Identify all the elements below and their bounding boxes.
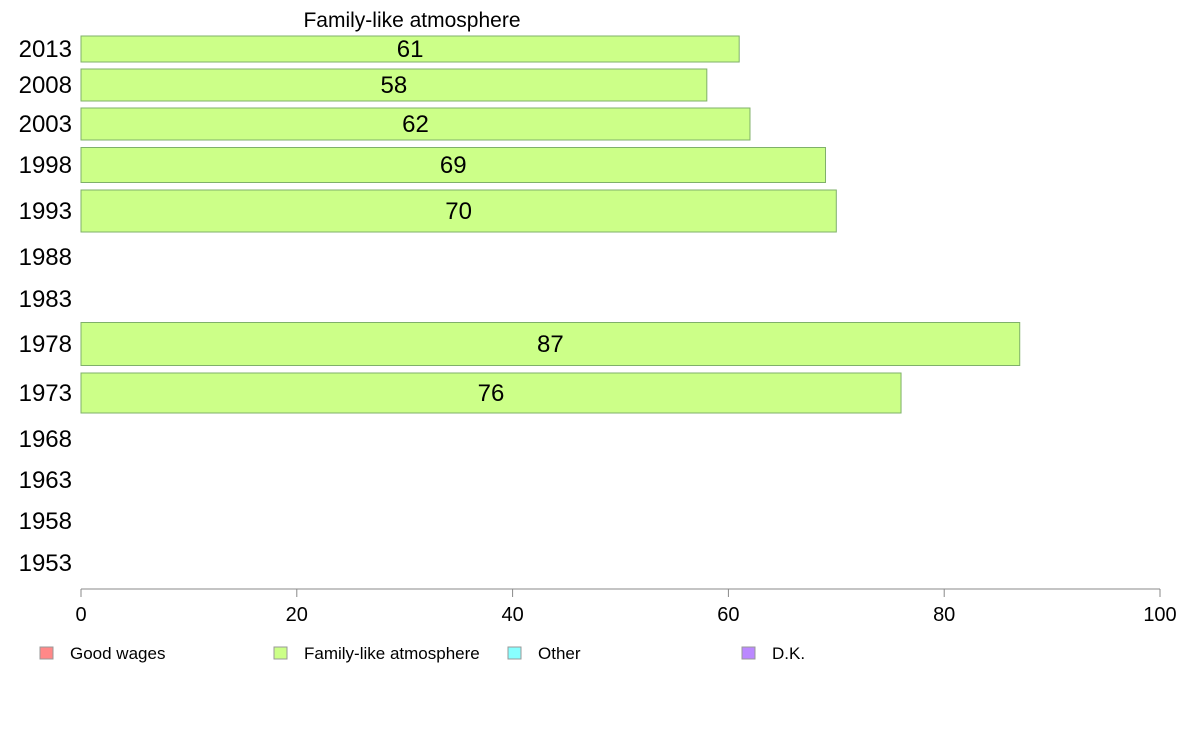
bar-value-label-2013: 61	[397, 36, 424, 63]
legend-swatch-3	[741, 646, 756, 660]
category-label-1998: 1998	[19, 152, 72, 179]
x-tick-label-100: 100	[1143, 604, 1176, 626]
legend-label-3: D.K.	[772, 644, 805, 663]
bar-value-label-2003: 62	[402, 111, 429, 138]
x-tick-label-0: 0	[75, 604, 86, 626]
bar-value-label-2008: 58	[381, 72, 408, 99]
x-tick-label-20: 20	[286, 604, 308, 626]
category-label-1963: 1963	[19, 467, 72, 494]
bar-value-label-1998: 69	[440, 152, 467, 179]
bar-2003	[80, 107, 751, 141]
category-label-2003: 2003	[19, 111, 72, 138]
legend-label-2: Other	[538, 644, 581, 663]
bar-2008	[80, 68, 708, 102]
category-label-1978: 1978	[19, 331, 72, 358]
category-label-1993: 1993	[19, 198, 72, 225]
bar-2013	[80, 35, 740, 63]
category-label-2013: 2013	[19, 36, 72, 63]
legend-swatch-2	[507, 646, 522, 660]
x-tick-label-80: 80	[933, 604, 955, 626]
bar-1998	[80, 147, 827, 183]
category-label-1953: 1953	[19, 550, 72, 577]
x-tick-label-60: 60	[717, 604, 739, 626]
bar-value-label-1993: 70	[445, 198, 472, 225]
bar-1973	[80, 372, 902, 414]
bar-value-label-1973: 76	[478, 380, 505, 407]
legend-swatch-1	[273, 646, 288, 660]
category-label-1988: 1988	[19, 244, 72, 271]
x-tick-label-40: 40	[501, 604, 523, 626]
bar-1993	[80, 189, 837, 233]
bar-value-label-1978: 87	[537, 331, 564, 358]
chart-title: Family-like atmosphere	[303, 9, 520, 32]
category-label-1958: 1958	[19, 508, 72, 535]
category-label-1983: 1983	[19, 286, 72, 313]
bar-1978	[80, 322, 1021, 366]
legend-label-0: Good wages	[70, 644, 165, 663]
legend-swatch-0	[39, 646, 54, 660]
category-label-1968: 1968	[19, 426, 72, 453]
category-label-2008: 2008	[19, 72, 72, 99]
category-label-1973: 1973	[19, 380, 72, 407]
legend-label-1: Family-like atmosphere	[304, 644, 480, 663]
